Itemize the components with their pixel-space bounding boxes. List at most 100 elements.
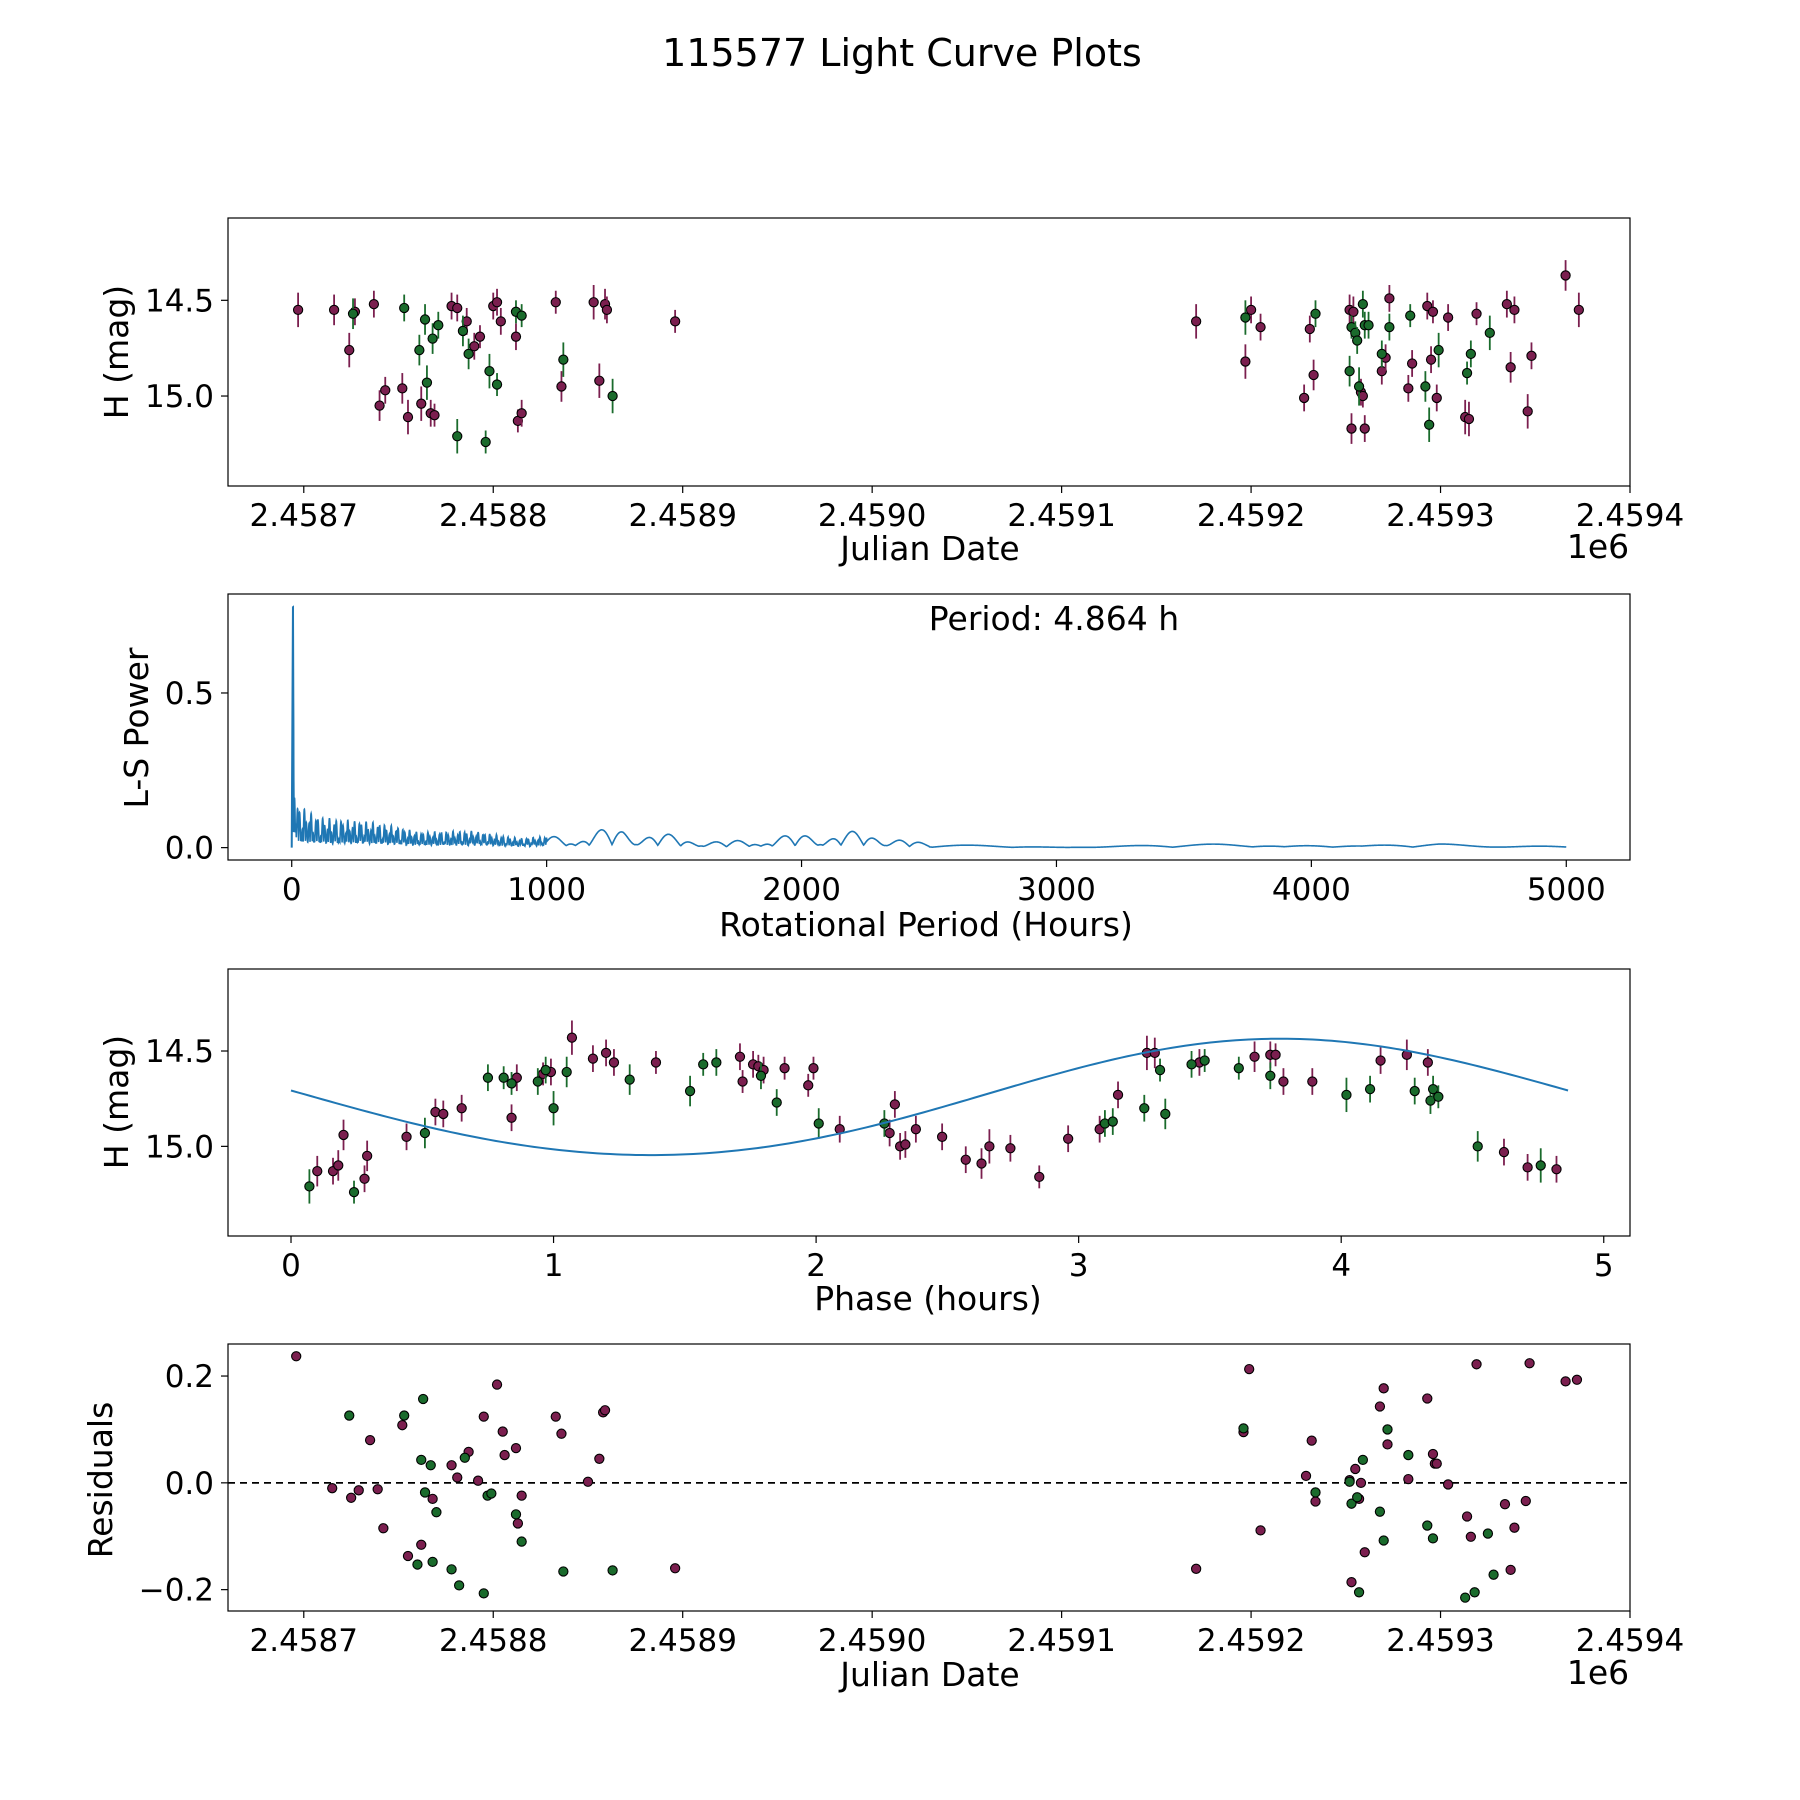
phased-point-b (1139, 1103, 1150, 1114)
residuals-point-a (364, 1434, 376, 1446)
residuals-xtick-label: 2.4590 (818, 1623, 926, 1659)
phased-xtick-label: 0 (281, 1248, 301, 1284)
phased-point-a (506, 1112, 517, 1123)
lightcurve-point-b (1433, 344, 1444, 356)
residuals-point-b (1374, 1506, 1386, 1517)
lightcurve-point-a (601, 304, 613, 316)
residuals-point-b (1488, 1569, 1499, 1580)
phased-xtick-label: 5 (1594, 1248, 1614, 1284)
residuals-point-b (1310, 1487, 1321, 1498)
phased-point-b (624, 1074, 635, 1085)
phased-point-b (1433, 1091, 1444, 1102)
phased-point-b (1535, 1160, 1546, 1171)
residuals-point-a (1471, 1359, 1482, 1370)
residuals-point-b (558, 1566, 569, 1577)
residuals-point-a (510, 1442, 522, 1454)
residuals-point-b (1352, 1492, 1363, 1503)
phased-point-b (684, 1085, 696, 1097)
residuals-point-b (1469, 1587, 1480, 1598)
residuals-point-b (1427, 1533, 1439, 1544)
residuals-point-a (1190, 1563, 1202, 1574)
lightcurve-point-b (421, 377, 433, 388)
lightcurve-point-a (1245, 304, 1257, 316)
phased-point-b (548, 1103, 559, 1114)
phased-point-b (771, 1097, 782, 1108)
lightcurve-point-a (1298, 392, 1310, 404)
lightcurve-point-a (1505, 362, 1516, 373)
periodogram-xtick-label: 3000 (1017, 872, 1096, 908)
residuals-point-a (416, 1539, 427, 1550)
lightcurve-ticks: 2.4587 2.4588 2.4589 2.4590 2.4591 2.4592 2.45… (145, 283, 1684, 534)
phased-point-b (1409, 1085, 1420, 1097)
residuals-point-a (1422, 1393, 1433, 1404)
residuals-point-b (1378, 1535, 1389, 1546)
periodogram-xtick-label: 1000 (507, 872, 586, 908)
residuals-xtick-label: 2.4589 (628, 1623, 736, 1659)
figure-title: 115577 Light Curve Plots (662, 31, 1142, 75)
residuals-ylabel: Residuals (81, 1402, 120, 1559)
phased-point-a (1422, 1057, 1433, 1068)
residuals-point-b (459, 1452, 470, 1463)
residuals-point-b (486, 1488, 497, 1499)
lightcurve-point-a (474, 331, 486, 342)
phased-panel: 0 1 2 3 4 5 15.0 14.5 Phase (hours) H (mag) (97, 968, 1631, 1318)
residuals-point-a (372, 1484, 383, 1495)
residuals-point-a (397, 1420, 408, 1431)
residuals-xtick-label: 2.4592 (1197, 1623, 1305, 1659)
residuals-point-a (599, 1405, 611, 1416)
lightcurve-xtick-label: 2.4593 (1386, 498, 1494, 534)
residuals-point-a (1427, 1448, 1439, 1460)
phased-point-a (734, 1051, 746, 1062)
residuals-point-a (1505, 1564, 1516, 1576)
periodogram-xtick-label: 0 (282, 872, 302, 908)
residuals-point-b (478, 1588, 489, 1599)
lightcurve-ytick-label: 15.0 (145, 379, 214, 415)
residuals-point-a (516, 1490, 527, 1501)
residuals-point-b (510, 1509, 522, 1520)
residuals-point-b (431, 1507, 442, 1518)
phased-point-a (808, 1063, 819, 1074)
phased-point-a (779, 1063, 790, 1074)
periodogram-panel: 0 1000 2000 3000 4000 5000 0.0 0.5 Period: 4.86… (117, 593, 1631, 944)
residuals-point-b (453, 1580, 465, 1591)
phased-point-a (984, 1141, 995, 1152)
residuals-xlabel: Julian Date (838, 1655, 1020, 1694)
phased-point-a (976, 1158, 987, 1169)
residuals-point-a (1306, 1435, 1317, 1446)
residuals-point-b (1346, 1498, 1357, 1509)
lightcurve-point-b (1344, 365, 1355, 377)
residuals-point-a (1300, 1470, 1312, 1482)
residuals-point-b (446, 1564, 457, 1575)
lightcurve-point-a (1255, 321, 1266, 333)
periodogram-ytick-label: 0.0 (165, 831, 214, 867)
residuals-point-b (425, 1460, 436, 1471)
residuals-point-a (1378, 1383, 1389, 1394)
phased-point-a (1005, 1143, 1016, 1154)
residuals-axes-frame (227, 1343, 1631, 1612)
residuals-point-a (1359, 1547, 1370, 1558)
residuals-xtick-label: 2.4593 (1386, 1623, 1494, 1659)
residuals-xtick-label: 2.4591 (1007, 1623, 1115, 1659)
residuals-point-a (1571, 1374, 1583, 1385)
phased-point-a (600, 1047, 612, 1059)
lightcurve-point-a (1526, 350, 1537, 361)
lightcurve-xtick-label: 2.4588 (439, 498, 547, 534)
lightcurve-xtick-label: 2.4594 (1576, 498, 1684, 534)
residuals-point-a (1560, 1376, 1571, 1387)
residuals-point-b (1238, 1423, 1249, 1434)
residuals-point-a (402, 1550, 414, 1562)
phased-point-b (498, 1072, 509, 1083)
phased-point-b (1186, 1059, 1197, 1070)
lightcurve-point-a (380, 385, 391, 396)
phased-point-a (359, 1173, 370, 1184)
residuals-panel: 2.4587 2.4588 2.4589 2.4590 2.4591 2.4592 2.45… (81, 1343, 1684, 1694)
phased-point-a (803, 1080, 814, 1091)
lightcurve-point-a (452, 302, 463, 314)
lightcurve-point-a (594, 375, 605, 386)
phased-point-a (1498, 1146, 1510, 1158)
residuals-point-a (478, 1411, 489, 1422)
lightcurve-point-b (399, 302, 410, 314)
residuals-xtick-label: 2.4587 (250, 1623, 358, 1659)
periodogram-ytick-label: 0.5 (165, 676, 214, 712)
phased-point-a (401, 1131, 412, 1142)
